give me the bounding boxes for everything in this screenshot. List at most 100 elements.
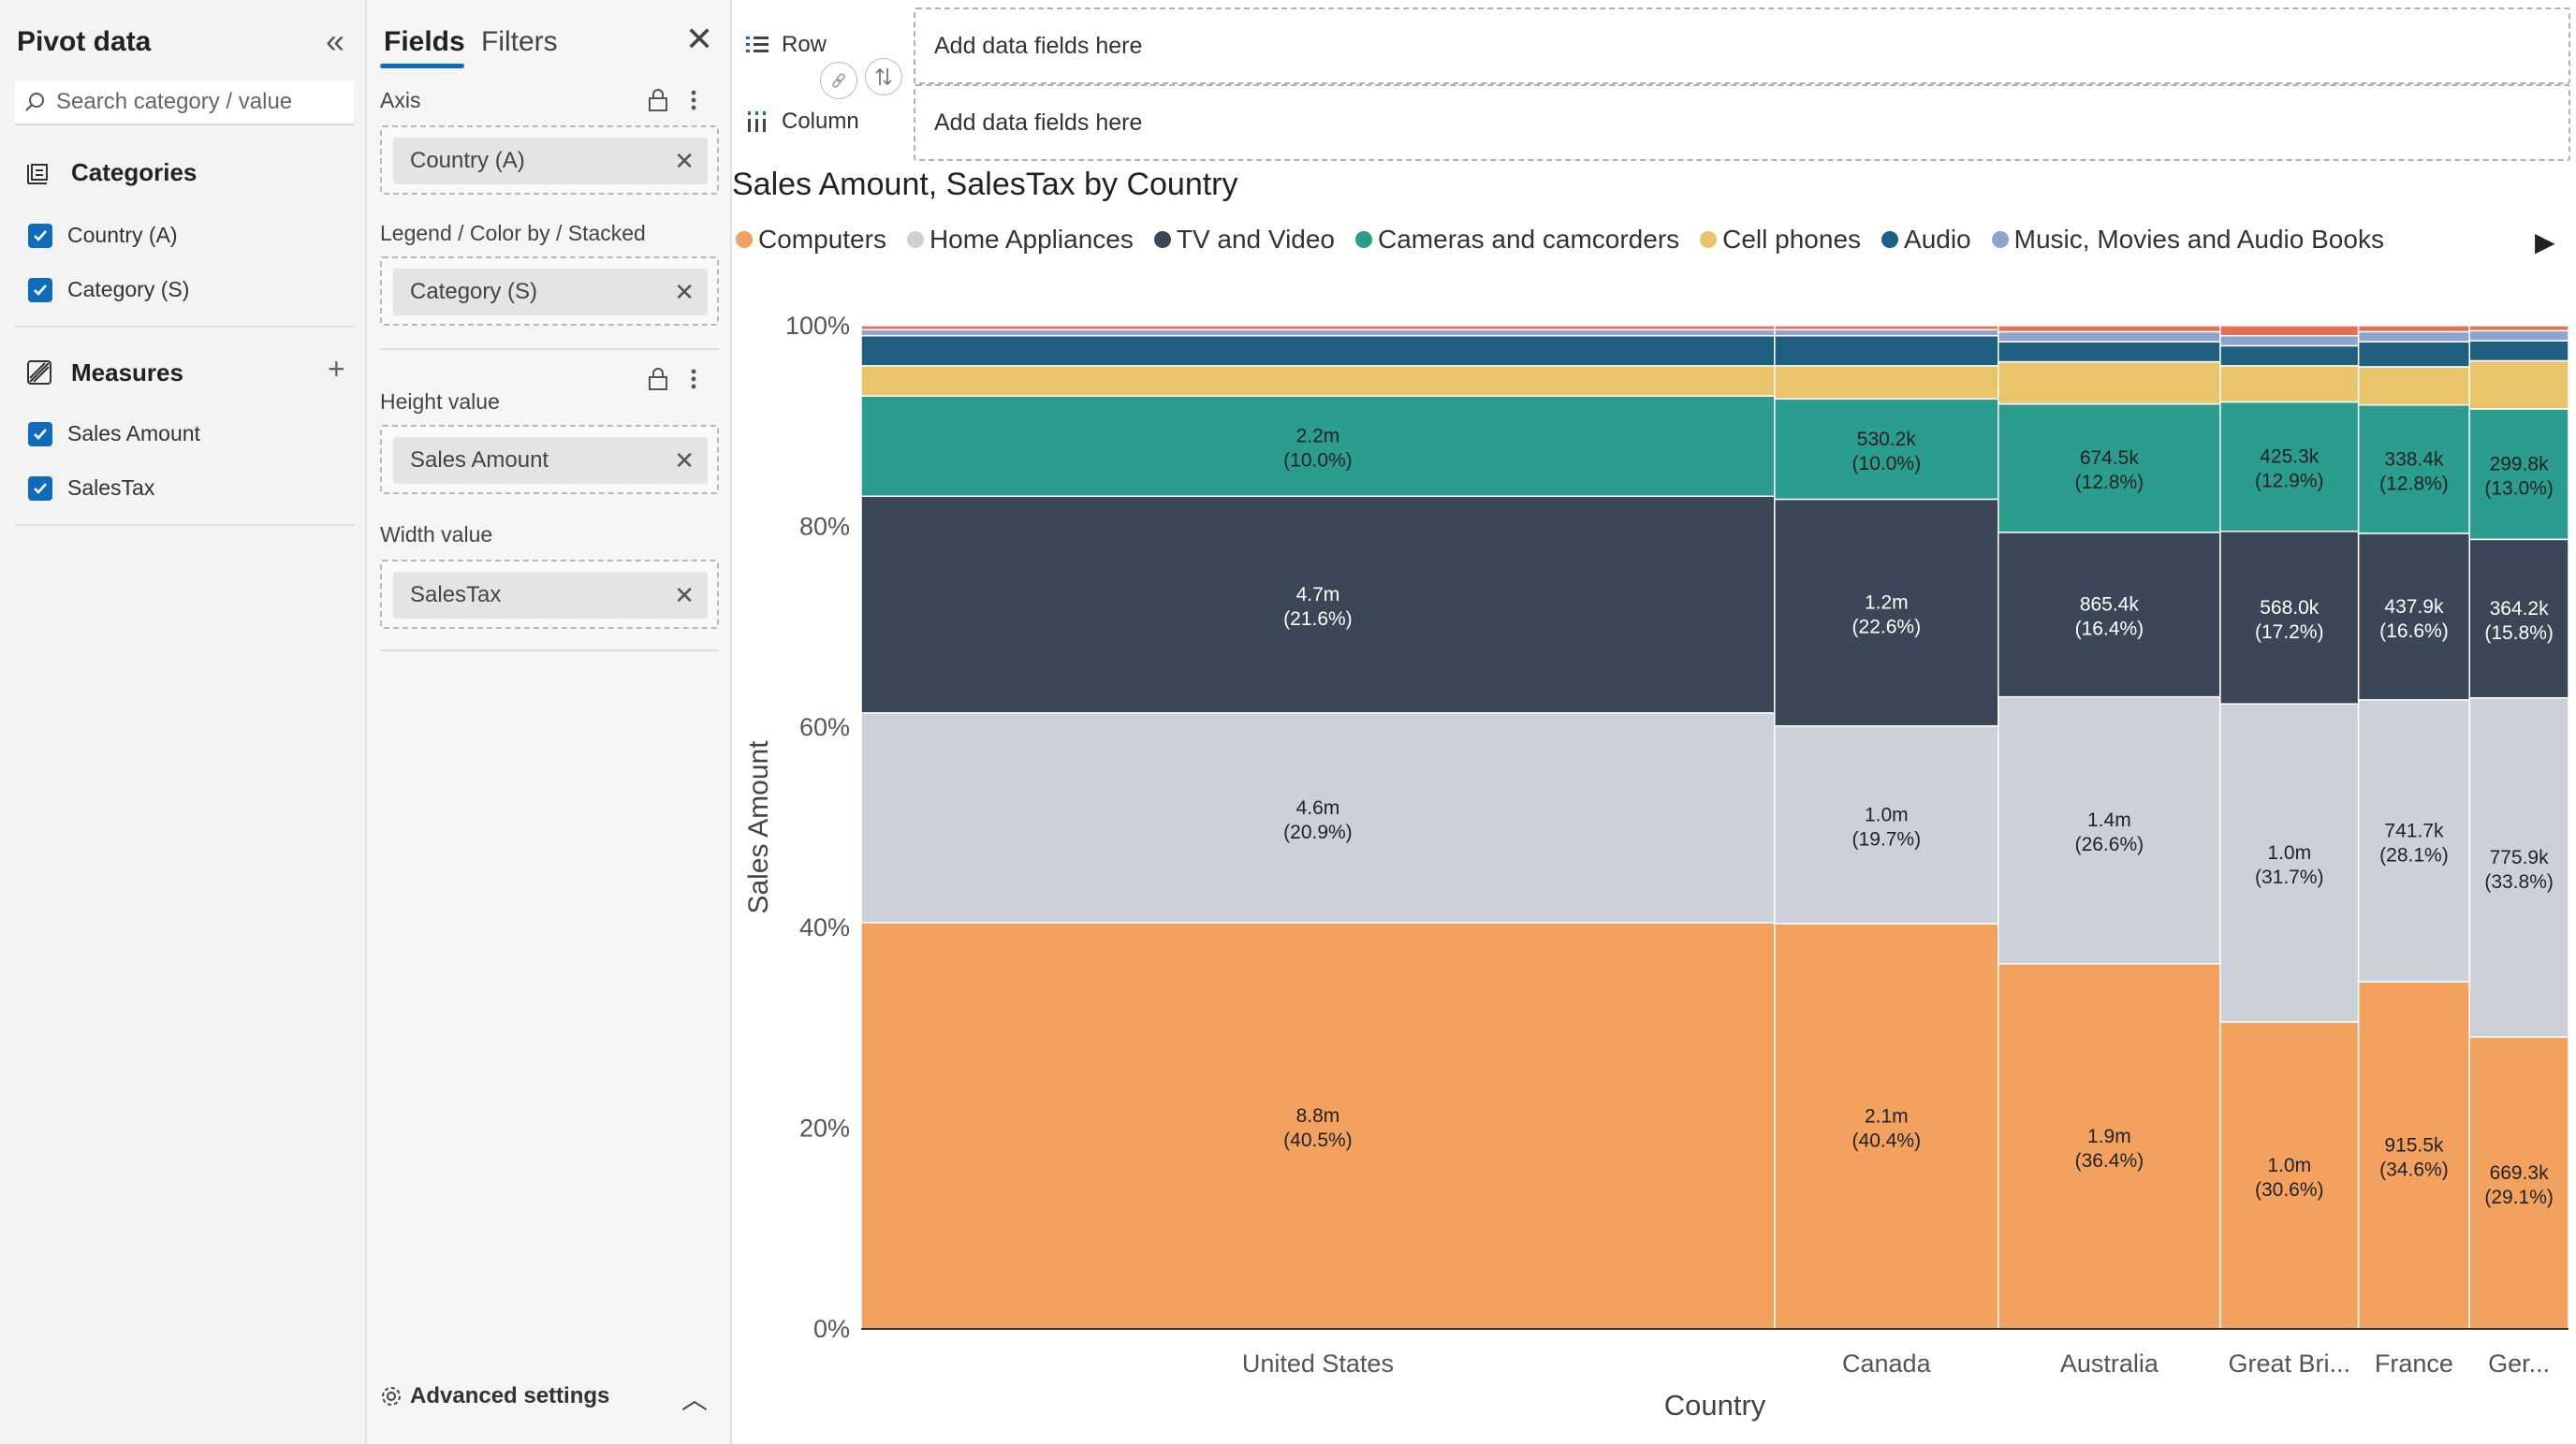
width-field-chip[interactable]: SalesTax ✕	[393, 572, 708, 619]
lock-icon[interactable]	[648, 88, 668, 112]
remove-icon[interactable]: ✕	[674, 445, 695, 474]
data-label: 1.2m	[1865, 592, 1909, 614]
y-tick-label: 80%	[799, 512, 850, 540]
link-icon	[832, 73, 845, 88]
height-drop-zone[interactable]: Sales Amount ✕	[380, 425, 719, 494]
link-button[interactable]	[820, 62, 857, 99]
column-label: Column	[782, 109, 859, 134]
data-label-percent: (21.6%)	[1283, 608, 1353, 630]
tab-fields[interactable]: Fields	[384, 26, 465, 57]
data-label-percent: (29.1%)	[2484, 1187, 2554, 1208]
legend-item-home-appliances[interactable]: Home Appliances	[906, 225, 1134, 255]
category-country-checkbox[interactable]: Country (A)	[28, 223, 178, 248]
data-label-percent: (26.6%)	[2075, 834, 2144, 855]
mekko-segment	[2219, 344, 2360, 367]
measure-sales-amount-checkbox[interactable]: Sales Amount	[28, 421, 200, 446]
mekko-segment	[2468, 538, 2569, 699]
chevron-up-icon[interactable]: ︿	[681, 1385, 709, 1414]
axis-label: Axis	[380, 88, 421, 112]
data-label-percent: (19.7%)	[1852, 828, 1922, 850]
legend-label: TV and Video	[1176, 225, 1336, 254]
legend-item-cell-phones[interactable]: Cell phones	[1700, 225, 1861, 255]
width-drop-zone[interactable]: SalesTax ✕	[380, 560, 719, 629]
swap-button[interactable]	[865, 58, 902, 95]
data-label-percent: (40.5%)	[1283, 1130, 1353, 1151]
search-icon	[25, 93, 44, 111]
height-field-chip[interactable]: Sales Amount ✕	[393, 437, 708, 484]
remove-icon[interactable]: ✕	[674, 580, 695, 609]
mekko-segment	[1998, 695, 2221, 965]
checkbox-checked-icon[interactable]	[28, 421, 52, 446]
data-label-percent: (34.6%)	[2379, 1160, 2449, 1181]
checkbox-checked-icon[interactable]	[28, 475, 52, 501]
legend-next-icon[interactable]: ▶	[2535, 227, 2555, 256]
legend-swatch	[1991, 231, 2009, 248]
data-label-percent: (12.8%)	[2379, 473, 2449, 494]
mekko-segment	[2468, 329, 2569, 342]
legend-item-tv-and-video[interactable]: TV and Video	[1153, 225, 1336, 255]
x-tick-label: United States	[1242, 1349, 1394, 1378]
search-input[interactable]	[54, 88, 335, 116]
width-value-label: Width value	[380, 522, 493, 547]
measure-sales-amount-label: Sales Amount	[67, 421, 200, 445]
data-label-percent: (30.6%)	[2255, 1179, 2324, 1201]
mekko-segment	[860, 334, 1776, 367]
remove-icon[interactable]: ✕	[674, 146, 695, 175]
x-axis-title: Country	[1664, 1389, 1766, 1422]
remove-icon[interactable]: ✕	[674, 277, 695, 306]
category-category-checkbox[interactable]: Category (S)	[28, 277, 189, 302]
legend-swatch	[906, 231, 924, 248]
legend-item-computers[interactable]: Computers	[736, 225, 886, 255]
mekko-segment	[1998, 330, 2221, 343]
height-field-name: Sales Amount	[410, 447, 549, 473]
search-box[interactable]	[15, 80, 354, 125]
rows-icon	[746, 36, 768, 52]
mekko-segment	[2468, 696, 2569, 1038]
data-label: 425.3k	[2260, 446, 2320, 468]
mekko-segment	[2468, 359, 2569, 410]
checkbox-checked-icon[interactable]	[28, 223, 52, 248]
mekko-segment	[1774, 365, 1999, 401]
row-shelf-label[interactable]: Row	[746, 32, 827, 58]
mekko-segment	[2219, 334, 2360, 347]
data-label: 669.3k	[2490, 1162, 2550, 1184]
column-drop-zone[interactable]: Add data fields here	[914, 84, 2570, 161]
mekko-segment	[1998, 325, 2221, 333]
divider	[15, 326, 354, 328]
data-label: 1.0m	[1865, 804, 1909, 825]
data-label: 8.8m	[1296, 1105, 1340, 1127]
collapse-panel-icon[interactable]: «	[326, 22, 345, 60]
data-label-percent: (10.0%)	[1283, 450, 1353, 472]
add-measure-button[interactable]: +	[328, 352, 345, 386]
data-label: 338.4k	[2384, 448, 2444, 470]
legend-item-cameras[interactable]: Cameras and camcorders	[1355, 225, 1679, 255]
mekko-segment	[2468, 325, 2569, 332]
axis-field-chip[interactable]: Country (A) ✕	[393, 138, 708, 184]
axis-tools	[648, 88, 696, 112]
close-icon[interactable]: ✕	[685, 20, 714, 58]
checkbox-checked-icon[interactable]	[28, 277, 52, 302]
divider	[380, 649, 719, 651]
legend-item-audio[interactable]: Audio	[1881, 225, 1971, 255]
axis-field-name: Country (A)	[410, 148, 525, 173]
column-shelf-label[interactable]: Column	[746, 109, 859, 135]
legend-item-music[interactable]: Music, Movies and Audio Books	[1991, 225, 2384, 255]
tab-filters[interactable]: Filters	[481, 26, 558, 57]
legend-swatch	[1881, 231, 1899, 248]
advanced-settings-button[interactable]: Advanced settings	[380, 1383, 609, 1409]
more-options-icon[interactable]	[691, 368, 696, 390]
data-label-percent: (16.4%)	[2075, 619, 2144, 640]
chart-legend: Computers Home Appliances TV and Video C…	[736, 225, 2405, 255]
axis-drop-zone[interactable]: Country (A) ✕	[380, 125, 719, 195]
legend-drop-zone[interactable]: Category (S) ✕	[380, 256, 719, 326]
more-options-icon[interactable]	[691, 89, 696, 111]
mekko-segment	[2357, 330, 2470, 343]
row-drop-zone[interactable]: Add data fields here	[914, 7, 2570, 84]
x-tick-label: France	[2375, 1349, 2453, 1378]
y-tick-label: 20%	[799, 1115, 850, 1143]
legend-field-chip[interactable]: Category (S) ✕	[393, 269, 708, 315]
lock-icon[interactable]	[648, 367, 668, 391]
category-country-label: Country (A)	[67, 223, 178, 247]
chart-title: Sales Amount, SalesTax by Country	[732, 167, 1238, 202]
measure-salestax-checkbox[interactable]: SalesTax	[28, 475, 154, 501]
